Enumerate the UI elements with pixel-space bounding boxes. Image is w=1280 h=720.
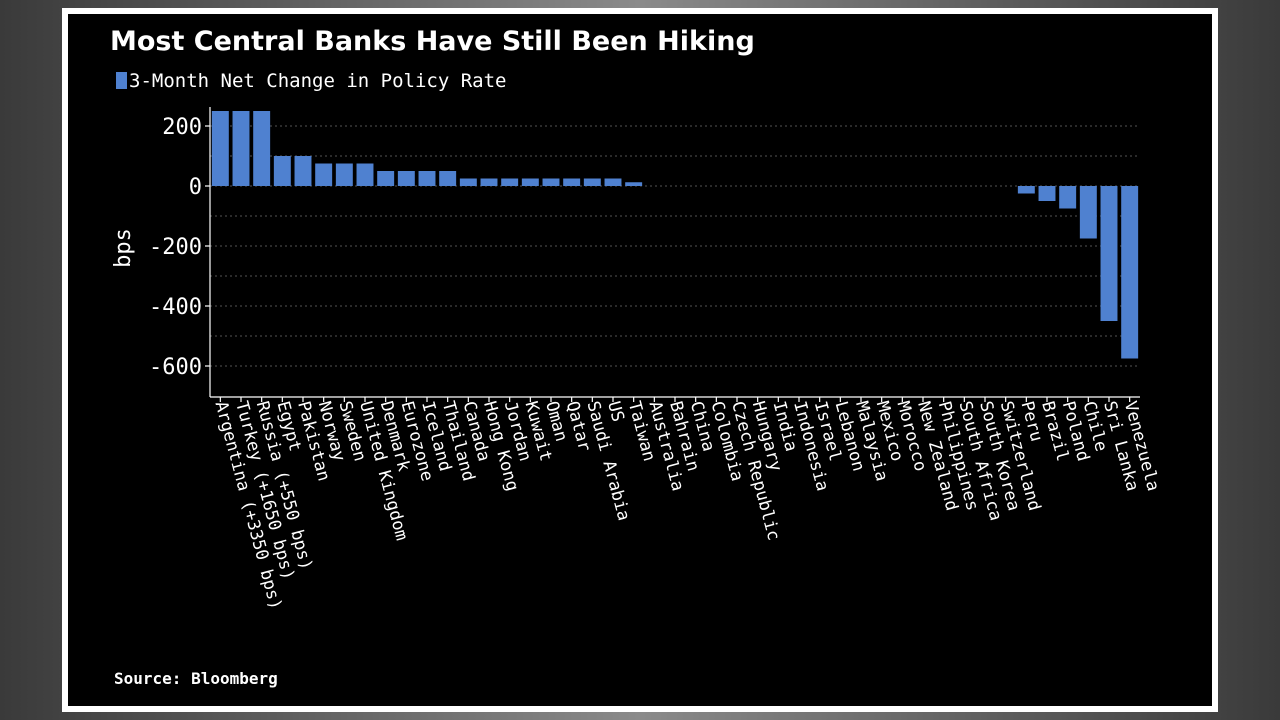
y-tick-label: -400	[149, 295, 202, 320]
bar	[563, 178, 581, 186]
source-note: Source: Bloomberg	[114, 669, 278, 688]
category-labels: Argentina (+3350 bps)Turkey (+1650 bps)R…	[211, 399, 1163, 612]
bar	[211, 111, 229, 186]
bar	[232, 111, 250, 186]
bar	[1017, 186, 1035, 194]
bar	[377, 171, 395, 186]
bar-chart: Most Central Banks Have Still Been Hikin…	[110, 26, 1163, 688]
bar	[1038, 186, 1056, 201]
bar	[625, 182, 643, 186]
bar	[542, 178, 560, 186]
y-tick-label: -200	[149, 235, 202, 260]
bar	[315, 163, 333, 186]
y-tick-label: 200	[162, 115, 202, 140]
bar	[273, 156, 291, 186]
bar	[335, 163, 353, 186]
y-tick-labels: 200 0 -200 -400 -600	[149, 115, 202, 380]
bar	[356, 163, 374, 186]
bar	[397, 171, 415, 186]
legend-label: 3-Month Net Change in Policy Rate	[129, 70, 507, 92]
bar	[1100, 186, 1118, 321]
bar	[501, 178, 519, 186]
bar	[583, 178, 601, 186]
bar	[1121, 186, 1139, 359]
bars	[211, 111, 1139, 359]
bar	[439, 171, 457, 186]
y-tick-label: -600	[149, 355, 202, 380]
grid-lines	[210, 125, 1140, 367]
bar	[1079, 186, 1097, 239]
bar	[521, 178, 539, 186]
bar	[480, 178, 498, 186]
chart-title: Most Central Banks Have Still Been Hikin…	[110, 26, 755, 57]
bar	[253, 111, 271, 186]
legend-swatch	[116, 72, 127, 89]
y-axis-label: bps	[111, 228, 136, 268]
bar	[418, 171, 436, 186]
chart-frame: Most Central Banks Have Still Been Hikin…	[62, 8, 1218, 712]
axes	[205, 107, 1140, 402]
bar	[294, 156, 312, 186]
bar	[1059, 186, 1077, 209]
bar	[604, 178, 622, 186]
y-tick-label: 0	[189, 175, 202, 200]
bar	[459, 178, 477, 186]
chart-panel: Most Central Banks Have Still Been Hikin…	[68, 14, 1212, 706]
